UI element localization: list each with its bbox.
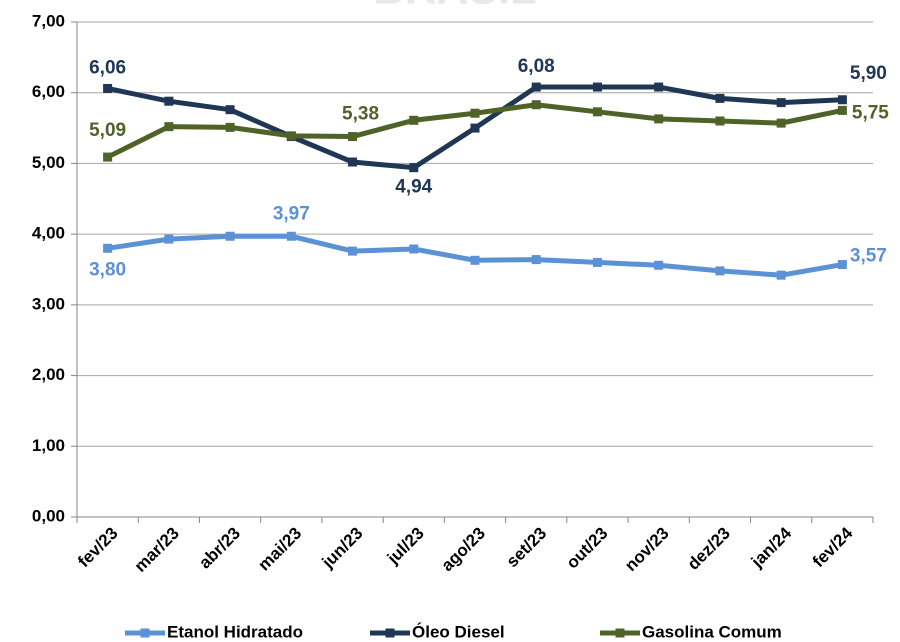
point-marker xyxy=(164,234,174,244)
point-marker xyxy=(348,157,358,167)
data-label: 3,97 xyxy=(273,203,310,224)
data-label: 5,09 xyxy=(89,120,126,141)
point-marker xyxy=(103,83,113,93)
legend-marker xyxy=(385,628,395,638)
point-marker xyxy=(409,163,419,173)
point-marker xyxy=(286,231,296,241)
data-label: 5,75 xyxy=(852,102,889,123)
x-tick-label: mar/23 xyxy=(131,524,183,576)
point-marker xyxy=(776,98,786,108)
point-marker xyxy=(470,123,480,133)
data-label: 3,57 xyxy=(850,246,887,267)
point-marker xyxy=(470,108,480,118)
point-marker xyxy=(776,270,786,280)
data-label: 5,90 xyxy=(850,63,887,84)
point-marker xyxy=(103,152,113,162)
point-marker xyxy=(348,132,358,142)
point-marker xyxy=(225,105,235,115)
data-label: 5,38 xyxy=(342,104,379,125)
point-marker xyxy=(225,231,235,241)
point-marker xyxy=(531,255,541,265)
point-marker xyxy=(531,82,541,92)
data-label: 6,08 xyxy=(518,56,555,77)
x-tick-label: out/23 xyxy=(563,524,612,573)
point-marker xyxy=(409,115,419,125)
legend-label: Óleo Diesel xyxy=(412,622,505,641)
point-marker xyxy=(715,116,725,126)
point-marker xyxy=(654,82,664,92)
x-tick-label: fev/23 xyxy=(74,524,122,572)
x-tick-label: set/23 xyxy=(503,524,551,572)
x-tick-label: jan/24 xyxy=(747,523,796,572)
y-tick-label: 0,00 xyxy=(32,506,65,525)
point-marker xyxy=(776,118,786,128)
point-marker xyxy=(348,246,358,256)
y-tick-label: 7,00 xyxy=(32,11,65,30)
legend-marker xyxy=(140,628,150,638)
legend-label: Etanol Hidratado xyxy=(167,622,303,641)
chart-title: BRASIL xyxy=(373,0,537,14)
data-label: 3,80 xyxy=(89,259,126,280)
point-marker xyxy=(409,244,419,254)
series-line xyxy=(107,233,843,278)
x-tick-label: jul/23 xyxy=(383,524,428,569)
y-tick-label: 2,00 xyxy=(32,365,65,384)
data-label: 6,06 xyxy=(89,57,126,78)
y-tick-label: 5,00 xyxy=(32,153,65,172)
point-marker xyxy=(164,122,174,132)
x-tick-label: fev/24 xyxy=(809,523,857,571)
point-marker xyxy=(103,243,113,253)
point-marker xyxy=(715,93,725,103)
point-marker xyxy=(592,82,602,92)
point-marker xyxy=(837,105,847,115)
x-tick-label: mai/23 xyxy=(254,524,305,575)
legend-label: Gasolina Comum xyxy=(642,622,782,641)
point-marker xyxy=(164,96,174,106)
legend-marker xyxy=(615,628,625,638)
x-tick-label: jun/23 xyxy=(318,524,367,573)
x-tick-label: nov/23 xyxy=(621,524,673,576)
point-marker xyxy=(654,260,664,270)
point-marker xyxy=(286,131,296,141)
y-tick-label: 6,00 xyxy=(32,82,65,101)
point-marker xyxy=(225,122,235,132)
point-marker xyxy=(654,114,664,124)
point-marker xyxy=(837,260,847,270)
data-label: 4,94 xyxy=(395,177,432,198)
x-tick-label: dez/23 xyxy=(684,524,734,574)
point-marker xyxy=(531,100,541,110)
point-marker xyxy=(592,107,602,117)
point-marker xyxy=(715,266,725,276)
y-tick-label: 3,00 xyxy=(32,294,65,313)
point-marker xyxy=(470,255,480,265)
point-marker xyxy=(592,257,602,267)
x-tick-label: abr/23 xyxy=(195,524,244,573)
y-tick-label: 1,00 xyxy=(32,436,65,455)
x-tick-label: ago/23 xyxy=(437,524,489,576)
y-tick-label: 4,00 xyxy=(32,224,65,243)
point-marker xyxy=(837,95,847,105)
